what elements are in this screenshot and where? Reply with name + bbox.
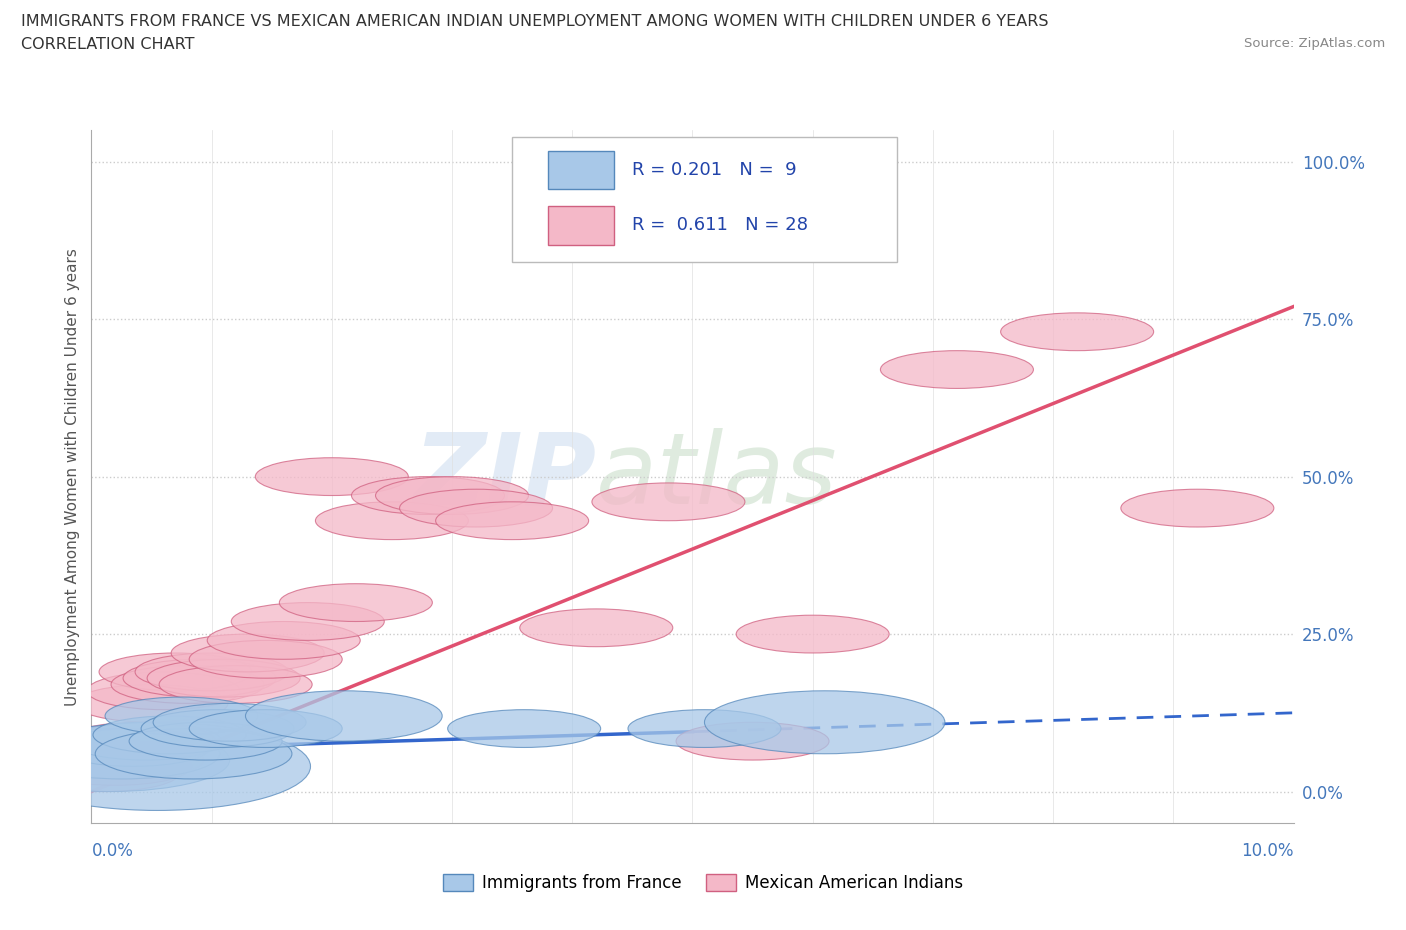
Ellipse shape: [75, 684, 228, 723]
Text: IMMIGRANTS FROM FRANCE VS MEXICAN AMERICAN INDIAN UNEMPLOYMENT AMONG WOMEN WITH : IMMIGRANTS FROM FRANCE VS MEXICAN AMERIC…: [21, 14, 1049, 29]
Ellipse shape: [22, 728, 219, 779]
Text: atlas: atlas: [596, 428, 838, 525]
Ellipse shape: [1121, 489, 1274, 527]
Text: ZIP: ZIP: [413, 428, 596, 525]
Legend: Immigrants from France, Mexican American Indians: Immigrants from France, Mexican American…: [437, 867, 969, 898]
Ellipse shape: [153, 703, 307, 741]
Ellipse shape: [880, 351, 1033, 389]
Ellipse shape: [141, 710, 294, 748]
Ellipse shape: [704, 691, 945, 753]
Ellipse shape: [96, 728, 292, 779]
Ellipse shape: [129, 723, 283, 760]
Ellipse shape: [39, 748, 193, 785]
Ellipse shape: [105, 698, 259, 735]
Ellipse shape: [0, 728, 229, 791]
Ellipse shape: [520, 609, 673, 646]
Text: R = 0.201   N =  9: R = 0.201 N = 9: [633, 161, 797, 179]
Ellipse shape: [280, 584, 433, 621]
Text: 0.0%: 0.0%: [91, 842, 134, 859]
FancyBboxPatch shape: [548, 206, 614, 245]
Ellipse shape: [98, 653, 252, 691]
FancyBboxPatch shape: [512, 137, 897, 262]
Ellipse shape: [375, 477, 529, 514]
Text: R =  0.611   N = 28: R = 0.611 N = 28: [633, 217, 808, 234]
Text: CORRELATION CHART: CORRELATION CHART: [21, 37, 194, 52]
Ellipse shape: [135, 653, 288, 691]
Ellipse shape: [111, 666, 264, 703]
Ellipse shape: [148, 659, 299, 698]
Ellipse shape: [69, 723, 222, 760]
Ellipse shape: [1001, 312, 1154, 351]
Ellipse shape: [207, 621, 360, 659]
Ellipse shape: [124, 659, 276, 698]
Ellipse shape: [676, 723, 830, 760]
Y-axis label: Unemployment Among Women with Children Under 6 years: Unemployment Among Women with Children U…: [65, 247, 80, 706]
Text: 10.0%: 10.0%: [1241, 842, 1294, 859]
Ellipse shape: [159, 666, 312, 703]
Ellipse shape: [399, 489, 553, 527]
Ellipse shape: [58, 728, 209, 766]
Ellipse shape: [27, 753, 180, 791]
Ellipse shape: [628, 710, 780, 748]
Ellipse shape: [256, 458, 408, 496]
Ellipse shape: [172, 634, 325, 671]
FancyBboxPatch shape: [548, 151, 614, 189]
Ellipse shape: [436, 502, 589, 539]
Ellipse shape: [87, 671, 240, 710]
Ellipse shape: [63, 723, 217, 760]
Ellipse shape: [231, 603, 384, 641]
Ellipse shape: [315, 502, 468, 539]
Ellipse shape: [190, 710, 342, 748]
Ellipse shape: [592, 483, 745, 521]
Ellipse shape: [4, 723, 311, 810]
Ellipse shape: [352, 477, 505, 514]
Ellipse shape: [190, 641, 342, 678]
Ellipse shape: [51, 741, 204, 779]
Text: Source: ZipAtlas.com: Source: ZipAtlas.com: [1244, 37, 1385, 50]
Ellipse shape: [737, 616, 889, 653]
Ellipse shape: [246, 691, 443, 741]
Ellipse shape: [447, 710, 600, 748]
Ellipse shape: [93, 716, 246, 753]
